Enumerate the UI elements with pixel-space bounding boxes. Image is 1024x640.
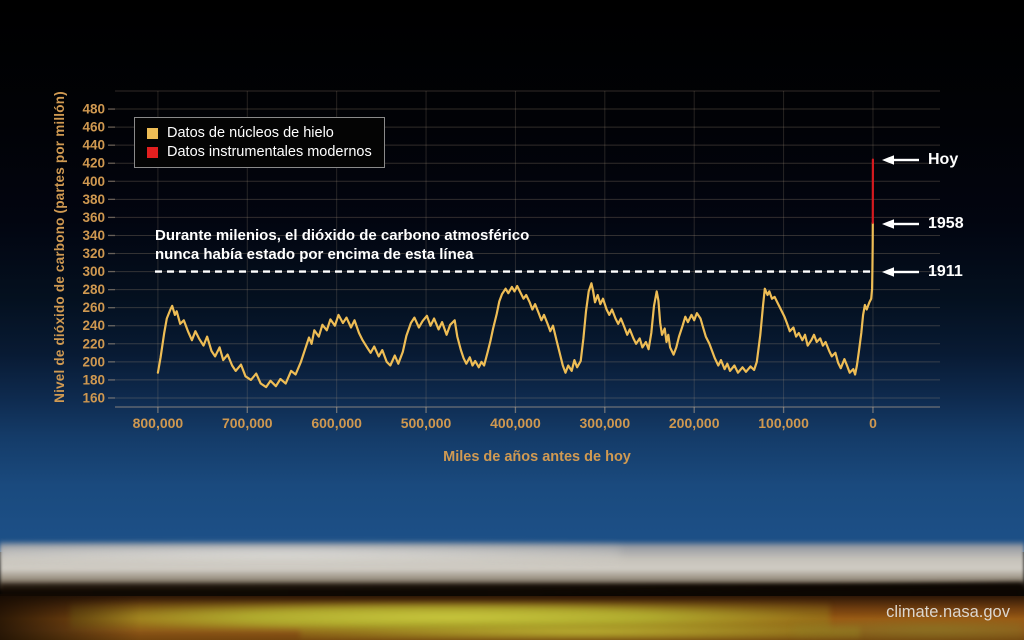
- x-axis-title: Miles de años antes de hoy: [443, 449, 631, 465]
- threshold-annotation: Durante milenios, el dióxido de carbono …: [155, 226, 529, 264]
- left-arrow-icon: [882, 154, 919, 165]
- svg-text:100,000: 100,000: [758, 415, 809, 431]
- svg-text:400: 400: [82, 174, 105, 189]
- horizon-cloud-highlight: [0, 546, 620, 562]
- svg-text:300,000: 300,000: [580, 415, 631, 431]
- svg-text:440: 440: [82, 138, 105, 153]
- space-sky-background: [0, 0, 1024, 552]
- sunset-green-glow-lower: [300, 624, 860, 640]
- svg-text:160: 160: [82, 390, 105, 405]
- svg-text:360: 360: [82, 210, 105, 225]
- svg-text:200: 200: [82, 354, 105, 369]
- y-axis-title: Nivel de dióxido de carbono (partes por …: [52, 91, 67, 403]
- marker-1958: 1958: [882, 213, 964, 235]
- svg-text:480: 480: [82, 102, 105, 117]
- svg-text:260: 260: [82, 300, 105, 315]
- legend-item-ice-cores: Datos de núcleos de hielo: [147, 125, 378, 141]
- modern-data-swatch-icon: [147, 146, 158, 158]
- svg-text:500,000: 500,000: [401, 415, 452, 431]
- left-arrow-icon: [882, 266, 919, 277]
- annotation-line-2: nunca había estado por encima de esta lí…: [155, 246, 474, 263]
- marker-1911: 1911: [882, 261, 963, 283]
- marker-hoy: Hoy: [882, 149, 958, 171]
- svg-text:220: 220: [82, 336, 105, 351]
- annotation-line-1: Durante milenios, el dióxido de carbono …: [155, 227, 530, 244]
- svg-text:420: 420: [82, 156, 105, 171]
- horizon-left-shadow: [0, 594, 140, 640]
- svg-text:320: 320: [82, 246, 105, 261]
- svg-text:340: 340: [82, 228, 105, 243]
- marker-label-1958: 1958: [928, 214, 964, 232]
- svg-text:700,000: 700,000: [222, 415, 273, 431]
- watermark-url: climate.nasa.gov: [886, 603, 1010, 621]
- svg-text:600,000: 600,000: [311, 415, 362, 431]
- svg-text:400,000: 400,000: [490, 415, 541, 431]
- svg-text:460: 460: [82, 120, 105, 135]
- chart-legend: Datos de núcleos de hielo Datos instrume…: [134, 117, 385, 168]
- left-arrow-icon: [882, 218, 919, 229]
- svg-text:0: 0: [869, 415, 877, 431]
- legend-label-modern: Datos instrumentales modernos: [167, 144, 372, 160]
- legend-label-ice-cores: Datos de núcleos de hielo: [167, 125, 334, 141]
- marker-label-1911: 1911: [928, 262, 963, 280]
- svg-text:380: 380: [82, 192, 105, 207]
- legend-item-modern: Datos instrumentales modernos: [147, 144, 378, 160]
- marker-label-hoy: Hoy: [928, 150, 959, 168]
- sunset-green-glow-right: [794, 620, 1024, 640]
- svg-text:280: 280: [82, 282, 105, 297]
- svg-text:200,000: 200,000: [669, 415, 720, 431]
- svg-text:180: 180: [82, 372, 105, 387]
- ice-core-swatch-icon: [147, 127, 158, 139]
- svg-text:800,000: 800,000: [133, 415, 184, 431]
- svg-text:240: 240: [82, 318, 105, 333]
- svg-text:300: 300: [82, 264, 105, 279]
